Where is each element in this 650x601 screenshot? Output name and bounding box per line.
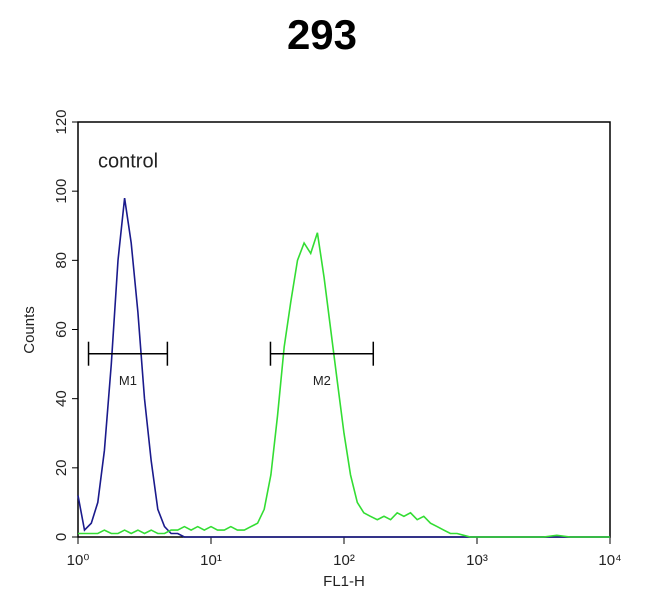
y-tick-label: 80 — [53, 252, 70, 269]
y-tick-label: 40 — [53, 390, 70, 407]
gate-label: M1 — [119, 373, 137, 388]
plot-frame — [77, 121, 611, 538]
y-tick-label: 120 — [53, 109, 70, 134]
y-tick-label: 20 — [53, 459, 70, 476]
annotation: control — [98, 150, 158, 172]
x-tick-label: 10³ — [466, 552, 488, 569]
y-tick-label: 60 — [53, 321, 70, 338]
histogram-line — [77, 197, 610, 538]
x-tick-label: 10² — [333, 552, 355, 569]
y-tick-label: 100 — [53, 179, 70, 204]
x-tick-label: 10¹ — [200, 552, 222, 569]
x-tick-label: 10⁴ — [598, 552, 621, 569]
chart-title: 293 — [287, 11, 357, 58]
gate-label: M2 — [313, 373, 331, 388]
y-axis-label: Counts — [21, 306, 38, 354]
x-axis-label: FL1-H — [323, 573, 365, 590]
histogram-line — [78, 232, 610, 538]
x-tick-label: 10⁰ — [67, 552, 90, 569]
y-tick-label: 0 — [53, 533, 70, 541]
